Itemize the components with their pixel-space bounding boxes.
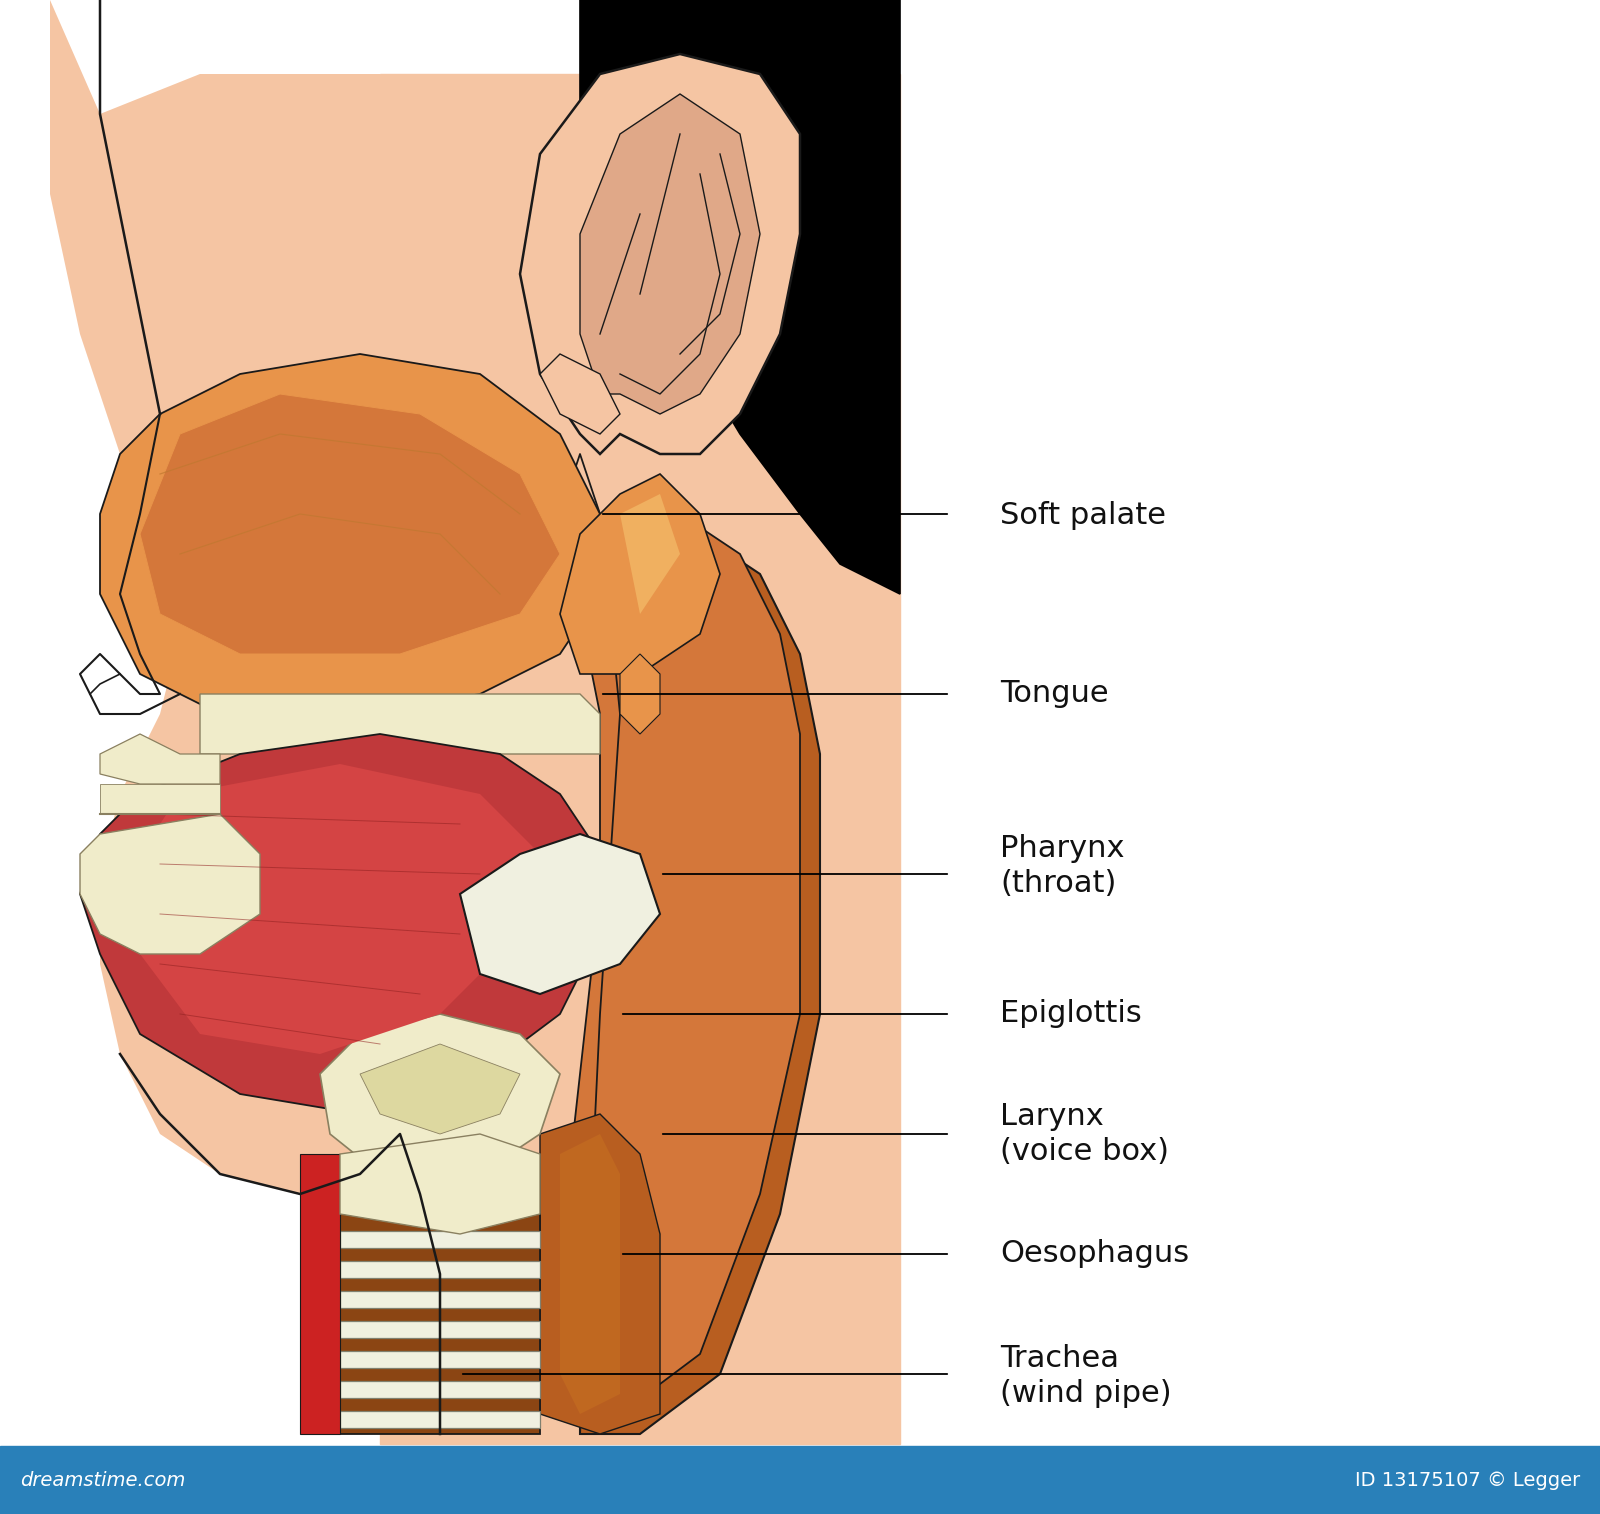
Polygon shape bbox=[560, 474, 720, 674]
Polygon shape bbox=[339, 1231, 541, 1248]
Polygon shape bbox=[301, 1154, 339, 1434]
Polygon shape bbox=[339, 1322, 541, 1338]
Polygon shape bbox=[339, 1291, 541, 1308]
Polygon shape bbox=[50, 0, 461, 1434]
Polygon shape bbox=[99, 354, 600, 715]
Text: Epiglottis: Epiglottis bbox=[1000, 999, 1142, 1028]
Polygon shape bbox=[80, 734, 600, 1114]
Polygon shape bbox=[339, 1134, 541, 1234]
Text: Larynx
(voice box): Larynx (voice box) bbox=[1000, 1102, 1170, 1166]
Text: Oesophagus: Oesophagus bbox=[1000, 1240, 1189, 1269]
Text: Tongue: Tongue bbox=[1000, 680, 1109, 709]
Text: ID 13175107 © Legger: ID 13175107 © Legger bbox=[1355, 1470, 1581, 1490]
Polygon shape bbox=[579, 94, 760, 413]
Polygon shape bbox=[339, 1381, 541, 1397]
Polygon shape bbox=[621, 494, 680, 615]
Polygon shape bbox=[560, 1134, 621, 1414]
Polygon shape bbox=[621, 654, 661, 734]
Text: dreamstime.com: dreamstime.com bbox=[19, 1470, 186, 1490]
Polygon shape bbox=[579, 0, 899, 593]
Polygon shape bbox=[141, 394, 560, 654]
Polygon shape bbox=[541, 1114, 661, 1434]
Polygon shape bbox=[99, 784, 221, 815]
Polygon shape bbox=[541, 354, 621, 435]
Polygon shape bbox=[339, 1214, 541, 1434]
Polygon shape bbox=[80, 815, 259, 954]
Polygon shape bbox=[560, 513, 800, 1414]
Polygon shape bbox=[360, 1045, 520, 1134]
Bar bbox=[0, 1446, 1600, 1514]
Polygon shape bbox=[339, 1261, 541, 1278]
Polygon shape bbox=[200, 693, 600, 754]
Text: Soft palate: Soft palate bbox=[1000, 501, 1166, 530]
Polygon shape bbox=[320, 1014, 560, 1173]
Polygon shape bbox=[141, 765, 541, 1054]
Bar bbox=[381, 74, 899, 1444]
Polygon shape bbox=[99, 734, 221, 784]
Polygon shape bbox=[520, 55, 800, 454]
Polygon shape bbox=[461, 834, 661, 995]
Text: Trachea
(wind pipe): Trachea (wind pipe) bbox=[1000, 1343, 1171, 1408]
Text: Pharynx
(throat): Pharynx (throat) bbox=[1000, 834, 1125, 898]
Polygon shape bbox=[579, 534, 819, 1434]
Polygon shape bbox=[339, 1411, 541, 1428]
Polygon shape bbox=[339, 1350, 541, 1369]
